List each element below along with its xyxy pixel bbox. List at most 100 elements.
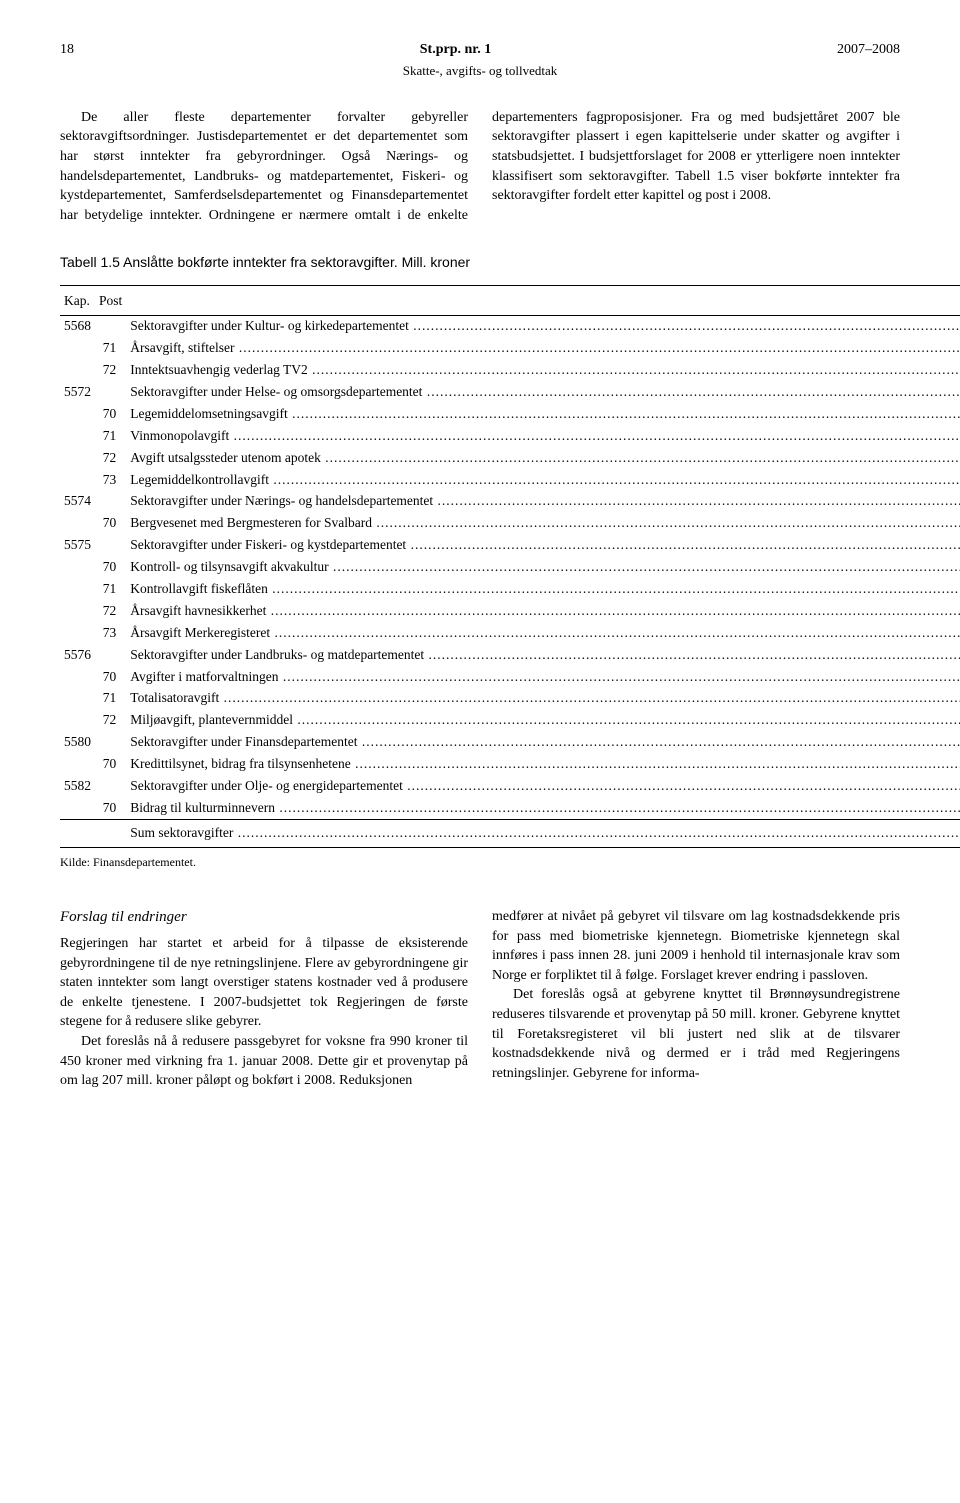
cell-post: 71: [95, 688, 126, 710]
cell-post: 72: [95, 360, 126, 382]
cell-post: 71: [95, 425, 126, 447]
cell-desc: Sektoravgifter under Helse- og omsorgsde…: [126, 382, 960, 404]
cell-post: 72: [95, 710, 126, 732]
cell-kap: 5572: [60, 382, 95, 404]
cell-kap: [60, 557, 95, 579]
cell-desc: Vinmonopolavgift: [126, 425, 960, 447]
cell-post: 72: [95, 600, 126, 622]
cell-post: [95, 644, 126, 666]
cell-kap: [60, 360, 95, 382]
cell-kap: [60, 688, 95, 710]
table-row: 70Legemiddelomsetningsavgift156156: [60, 403, 960, 425]
table-row: 73Årsavgift Merkeregisteret010: [60, 622, 960, 644]
table-row: 72Inntektsuavhengig vederlag TV2028: [60, 360, 960, 382]
cell-kap: [60, 447, 95, 469]
table-source: Kilde: Finansdepartementet.: [60, 854, 900, 871]
cell-post: 70: [95, 513, 126, 535]
page-header: 18 St.prp. nr. 1 2007–2008: [60, 40, 900, 60]
table-row: 5582 Sektoravgifter under Olje- og energi…: [60, 776, 960, 798]
cell-post: 70: [95, 403, 126, 425]
cell-post: [95, 382, 126, 404]
cell-kap: 5575: [60, 535, 95, 557]
table-caption: Tabell 1.5 Anslåtte bokførte inntekter f…: [60, 253, 900, 273]
cell-post: 72: [95, 447, 126, 469]
cell-desc: Bergvesenet med Bergmesteren for Svalbar…: [126, 513, 960, 535]
cell-kap: [60, 797, 95, 819]
cell-post: 73: [95, 622, 126, 644]
cell-desc: Avgifter i matforvaltningen: [126, 666, 960, 688]
cell-kap: [60, 710, 95, 732]
right-column: medfører at nivået på gebyret vil tilsva…: [492, 907, 900, 1091]
forslag-heading: Forslag til endringer: [60, 907, 468, 928]
document-title: St.prp. nr. 1: [420, 40, 491, 60]
cell-kap: 5576: [60, 644, 95, 666]
cell-desc: Legemiddelkontrollavgift: [126, 469, 960, 491]
cell-desc: Miljøavgift, plantevernmiddel: [126, 710, 960, 732]
cell-post: 70: [95, 797, 126, 819]
table-row: 5568 Sektoravgifter under Kultur- og kirk…: [60, 315, 960, 337]
document-subtitle: Skatte-, avgifts- og tollvedtak: [60, 62, 900, 80]
table-row: 5576 Sektoravgifter under Landbruks- og m…: [60, 644, 960, 666]
table-row: 70Avgifter i matforvaltningen541549: [60, 666, 960, 688]
cell-desc: Totalisatoravgift: [126, 688, 960, 710]
document-years: 2007–2008: [837, 40, 900, 60]
cell-post: [95, 315, 126, 337]
cell-desc: Sektoravgifter under Finansdepartementet: [126, 732, 960, 754]
sum-row: Sum sektoravgifter1 1301 294: [60, 820, 960, 848]
cell-desc: Avgift utsalgssteder utenom apotek: [126, 447, 960, 469]
sektoravgifter-table: Kap. Post Saldert budsjett 2007 Forslag …: [60, 285, 960, 848]
left-column: Forslag til endringer Regjeringen har st…: [60, 907, 468, 1091]
cell-kap: 5574: [60, 491, 95, 513]
cell-kap: 5582: [60, 776, 95, 798]
table-row: 70Kontroll- og tilsynsavgift akvakultur7…: [60, 557, 960, 579]
cell-post: 71: [95, 579, 126, 601]
cell-desc: Kontroll- og tilsynsavgift akvakultur: [126, 557, 960, 579]
col-kap: Kap.: [60, 285, 95, 315]
left-p1: Regjeringen har startet et arbeid for å …: [60, 934, 468, 1032]
cell-desc: Bidrag til kulturminnevern: [126, 797, 960, 819]
cell-desc: Sektoravgifter under Nærings- og handels…: [126, 491, 960, 513]
right-p1: medfører at nivået på gebyret vil tilsva…: [492, 907, 900, 985]
sum-label: Sum sektoravgifter: [126, 820, 960, 848]
cell-post: 70: [95, 754, 126, 776]
cell-post: [95, 491, 126, 513]
cell-desc: Årsavgift, stiftelser: [126, 338, 960, 360]
table-row: 5572 Sektoravgifter under Helse- og omsor…: [60, 382, 960, 404]
cell-kap: 5568: [60, 315, 95, 337]
table-row: 72Avgift utsalgssteder utenom apotek04: [60, 447, 960, 469]
cell-kap: [60, 622, 95, 644]
table-row: 5574 Sektoravgifter under Nærings- og han…: [60, 491, 960, 513]
cell-post: [95, 776, 126, 798]
cell-desc: Inntektsuavhengig vederlag TV2: [126, 360, 960, 382]
cell-kap: [60, 579, 95, 601]
table-row: 72Miljøavgift, plantevernmiddel7565: [60, 710, 960, 732]
cell-kap: [60, 403, 95, 425]
table-row: 5575Sektoravgifter under Fiskeri- og kys…: [60, 535, 960, 557]
intro-paragraph: De aller fleste departementer forvalter …: [60, 108, 900, 226]
cell-kap: [60, 754, 95, 776]
table-row: 71Kontrollavgift fiskeflåten2122: [60, 579, 960, 601]
table-row: 70Bergvesenet med Bergmesteren for Svalb…: [60, 513, 960, 535]
cell-kap: [60, 338, 95, 360]
page-number: 18: [60, 40, 74, 60]
left-p2: Det foreslås nå å redusere passgebyret f…: [60, 1032, 468, 1091]
cell-kap: 5580: [60, 732, 95, 754]
cell-post: 70: [95, 557, 126, 579]
cell-desc: Legemiddelomsetningsavgift: [126, 403, 960, 425]
cell-kap: [60, 425, 95, 447]
table-row: 71Vinmonopolavgift3236: [60, 425, 960, 447]
right-p2: Det foreslås også at gebyrene knyttet ti…: [492, 985, 900, 1083]
cell-kap: [60, 666, 95, 688]
table-row: 71Totalisatoravgift100105: [60, 688, 960, 710]
cell-post: 73: [95, 469, 126, 491]
cell-desc: Kontrollavgift fiskeflåten: [126, 579, 960, 601]
cell-desc: Årsavgift havnesikkerhet: [126, 600, 960, 622]
cell-desc: Sektoravgifter under Kultur- og kirkedep…: [126, 315, 960, 337]
cell-kap: [60, 600, 95, 622]
table-row: 5580 Sektoravgifter under Finansdeparteme…: [60, 732, 960, 754]
cell-post: [95, 732, 126, 754]
col-post: Post: [95, 285, 126, 315]
cell-desc: Sektoravgifter under Landbruks- og matde…: [126, 644, 960, 666]
cell-desc: Sektoravgifter under Olje- og energidepa…: [126, 776, 960, 798]
cell-post: [95, 535, 126, 557]
